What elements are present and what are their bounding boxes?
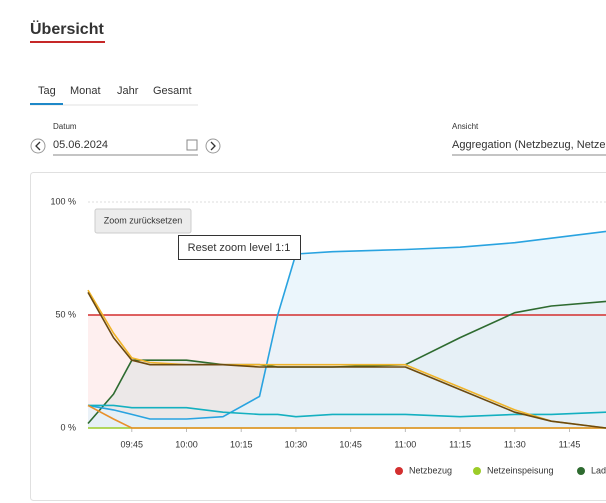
active-tab-indicator	[30, 103, 63, 105]
plot: 0 % 50 % 100 % 09:45 10:00 10:15 10:30 10:45 11:…	[50, 196, 606, 475]
legend-marker[interactable]	[395, 467, 403, 475]
y-tick-label: 0 %	[60, 422, 76, 432]
legend-marker[interactable]	[473, 467, 481, 475]
legend-label[interactable]: Lad	[591, 465, 606, 475]
series-line	[87, 289, 606, 429]
x-tick-label: 11:15	[449, 439, 471, 449]
y-tick-label: 100 %	[50, 196, 76, 206]
x-tick-label: 11:00	[394, 439, 416, 449]
x-tick-label: 09:45	[121, 439, 144, 449]
tab[interactable]: Tag	[38, 85, 56, 97]
x-tick-label: 11:30	[504, 439, 526, 449]
x-tick-label: 10:00	[175, 439, 198, 449]
zoom-reset-button[interactable]	[94, 208, 192, 234]
prev-button[interactable]	[30, 138, 46, 154]
tooltip-box	[178, 235, 301, 260]
x-tick-label: 10:45	[339, 439, 362, 449]
view-label: Ansicht	[452, 122, 479, 131]
series-area	[88, 231, 606, 428]
series-line	[87, 292, 606, 429]
x-tick-label: 11:45	[559, 439, 581, 449]
x-tick-label: 10:15	[230, 439, 253, 449]
date-input[interactable]: 05.06.2024	[53, 139, 108, 151]
legend-marker[interactable]	[577, 467, 585, 475]
legend-label[interactable]: Netzeinspeisung	[487, 465, 554, 475]
tab[interactable]: Monat	[70, 85, 101, 97]
series-line	[87, 404, 606, 429]
legend-label[interactable]: Netzbezug	[409, 465, 452, 475]
x-tick-label: 10:30	[285, 439, 308, 449]
date-label: Datum	[53, 122, 77, 131]
tab[interactable]: Jahr	[117, 85, 139, 97]
tab-bar: Tag Monat Jahr Gesamt	[30, 85, 192, 105]
title-underline	[30, 41, 105, 43]
y-tick-label: 50 %	[55, 309, 76, 319]
tooltip-text: Reset zoom level 1:1	[188, 242, 291, 254]
view-select[interactable]: Aggregation (Netzbezug, Netzei	[452, 139, 606, 151]
zoom-reset-label[interactable]: Zoom zurücksetzen	[104, 215, 183, 225]
prev-icon	[35, 141, 41, 151]
page-title: Übersicht	[30, 19, 104, 38]
calendar-icon[interactable]	[186, 139, 198, 151]
next-button[interactable]	[205, 138, 221, 154]
series-line	[87, 230, 606, 420]
next-icon	[210, 141, 216, 151]
series-line	[88, 404, 606, 418]
tab[interactable]: Gesamt	[153, 85, 192, 97]
